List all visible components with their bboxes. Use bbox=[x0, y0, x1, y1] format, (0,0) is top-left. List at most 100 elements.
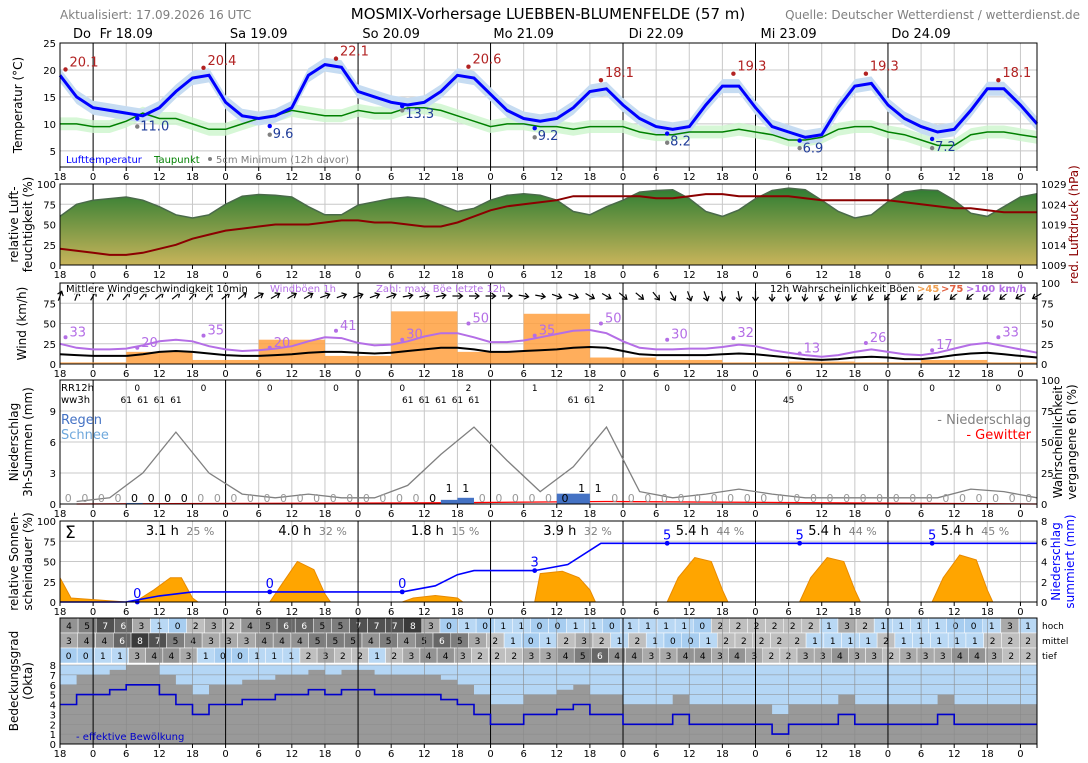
hour-tick-label: 6 bbox=[123, 172, 129, 183]
cloud-cell-value: 2 bbox=[768, 652, 774, 662]
cloud-cell-value: 6 bbox=[301, 622, 307, 632]
precip-sum-label: 5 bbox=[663, 528, 671, 543]
max-temp-label: 19.3 bbox=[870, 60, 899, 75]
wind-arrow bbox=[535, 292, 547, 300]
wind-arrow-shaft bbox=[652, 291, 660, 301]
hour-tick-label: 6 bbox=[785, 749, 791, 760]
cloud-cell-value: 3 bbox=[208, 637, 214, 647]
cloud-cell-value: 4 bbox=[261, 637, 267, 647]
wind-arrow-shaft bbox=[568, 293, 579, 299]
hour-tick-label: 18 bbox=[186, 509, 199, 520]
cloud-cell-value: 4 bbox=[297, 637, 303, 647]
cloud-cell-value: 4 bbox=[734, 652, 740, 662]
hour-tick-label: 6 bbox=[785, 509, 791, 520]
max-gust-point bbox=[930, 348, 935, 353]
wind-arrow-shaft bbox=[386, 293, 397, 299]
rain-amount-label: 1 bbox=[595, 482, 602, 495]
rain-amount-label: 0 bbox=[346, 492, 353, 505]
cloud-cell-value: 1 bbox=[898, 622, 904, 632]
hour-tick-label: 12 bbox=[948, 270, 961, 281]
temperature-panel: 5 10 15 20 25 20.1 20.4 22.1 20.6 18.1 19.3 19.3 18.… bbox=[11, 39, 1039, 183]
wind-arrow bbox=[435, 292, 447, 300]
rain-amount-label: 0 bbox=[628, 492, 635, 505]
hour-tick-label: 12 bbox=[815, 509, 828, 520]
ww3h-code: 61 bbox=[170, 396, 181, 406]
y-tick-label: 5 bbox=[50, 147, 56, 158]
cloud-cell-value: 3 bbox=[940, 652, 946, 662]
hour-tick-label: 18 bbox=[451, 172, 464, 183]
axis-label-probability-2: vergangene 6h (%) bbox=[1065, 384, 1079, 499]
cloud-cell-value: 0 bbox=[688, 637, 694, 647]
cloud-cell-value: 1 bbox=[510, 637, 516, 647]
max-gust-point bbox=[135, 345, 140, 350]
cloud-cell-value: 2 bbox=[990, 637, 996, 647]
wind-arrow-head bbox=[966, 294, 972, 300]
cloud-cell-value: 0 bbox=[446, 622, 452, 632]
cloud-cell-value: 5 bbox=[457, 637, 463, 647]
cloud-cell-value: 1 bbox=[254, 652, 260, 662]
cloud-cell-value: 0 bbox=[482, 622, 488, 632]
wind-line bbox=[59, 345, 1038, 361]
wind-arrow-head bbox=[1015, 293, 1022, 300]
hour-tick-label: 12 bbox=[153, 369, 166, 380]
cloud-cell-value: 5 bbox=[350, 637, 356, 647]
hour-tick-label: 18 bbox=[451, 607, 464, 618]
panel-border bbox=[59, 42, 1038, 168]
hour-tick-label: 0 bbox=[885, 749, 891, 760]
hour-tick-label: 12 bbox=[815, 172, 828, 183]
cloud-cell-value: 0 bbox=[83, 652, 89, 662]
rr12h-value: 0 bbox=[929, 384, 935, 394]
hour-tick-label: 0 bbox=[355, 509, 361, 520]
cloud-cell-value: 4 bbox=[443, 652, 449, 662]
hour-tick-label: 12 bbox=[153, 509, 166, 520]
hour-tick-label: 6 bbox=[918, 172, 924, 183]
rain-amount-label: 0 bbox=[148, 492, 155, 505]
max-gust-point bbox=[466, 321, 471, 326]
cloud-cell-value: 2 bbox=[391, 652, 397, 662]
max-temp-label: 20.4 bbox=[208, 54, 237, 69]
ground-min-point bbox=[929, 145, 935, 151]
rain-amount-label: 0 bbox=[363, 492, 370, 505]
hour-tick-label: 6 bbox=[520, 607, 526, 618]
daily-sunshine-hours: 3.1 h bbox=[146, 524, 179, 539]
wind-arrow-shaft bbox=[518, 294, 529, 298]
rain-amount-label: 0 bbox=[893, 492, 900, 505]
day-label: So 20.09 bbox=[362, 27, 420, 42]
rain-amount-label: 0 bbox=[992, 492, 999, 505]
hour-tick-label: 18 bbox=[981, 509, 994, 520]
hour-tick-label: 0 bbox=[222, 749, 228, 760]
min-temp-point bbox=[135, 116, 140, 121]
max-gust-label: 35 bbox=[208, 324, 225, 339]
gust-probability-bar bbox=[391, 311, 458, 364]
cloud-cell-value: 3 bbox=[139, 622, 145, 632]
wind-arrow-shaft bbox=[419, 294, 430, 298]
cloud-cell-value: 2 bbox=[736, 622, 742, 632]
wind-arrow-shaft bbox=[353, 293, 363, 299]
wind-arrow-head bbox=[933, 294, 940, 301]
hour-tick-label: 12 bbox=[815, 270, 828, 281]
daily-sunshine-hours: 1.8 h bbox=[411, 524, 444, 539]
cloud-row-label: mittel bbox=[1042, 637, 1068, 647]
hour-tick-label: 18 bbox=[716, 172, 729, 183]
wind-arrow bbox=[618, 292, 628, 300]
y-tick-label: 100 bbox=[37, 180, 56, 191]
hour-tick-label: 0 bbox=[752, 607, 758, 618]
legend-precipitation: - Niederschlag bbox=[937, 413, 1031, 428]
max-temp-label: 19.3 bbox=[737, 60, 766, 75]
max-gust-label: 30 bbox=[406, 328, 423, 343]
probability-tick-label: 0 bbox=[1041, 500, 1047, 511]
rain-amount-label: 0 bbox=[926, 492, 933, 505]
gust-line bbox=[59, 328, 1038, 358]
wind-arrow-shaft bbox=[551, 293, 562, 299]
hour-tick-label: 0 bbox=[885, 270, 891, 281]
wind-arrow-shaft bbox=[303, 292, 314, 300]
day-label: Do 24.09 bbox=[891, 27, 950, 42]
rain-amount-label: 0 bbox=[760, 492, 767, 505]
cloud-cell-value: 1 bbox=[203, 652, 209, 662]
rain-amount-label: 1 bbox=[578, 482, 585, 495]
probability-tick-label: 100 bbox=[1041, 376, 1060, 387]
rain-amount-label: 0 bbox=[98, 492, 105, 505]
hour-tick-label: 6 bbox=[256, 749, 262, 760]
rain-amount-label: 0 bbox=[860, 492, 867, 505]
